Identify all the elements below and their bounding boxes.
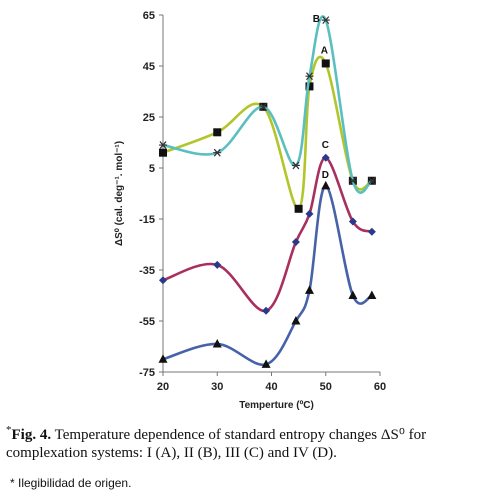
illegibility-note: * Ilegibilidad de origen. (10, 476, 132, 490)
series-label-B: B (313, 14, 320, 25)
data-point (321, 59, 330, 68)
y-tick-label: -75 (139, 367, 155, 379)
data-point (159, 141, 167, 149)
figure-caption: *Fig. 4. Temperature dependence of stand… (6, 424, 492, 462)
data-point (159, 148, 167, 157)
series-line-B (162, 15, 374, 194)
series-A (159, 55, 376, 213)
data-point (321, 180, 331, 190)
data-point (367, 290, 377, 299)
data-point (259, 102, 268, 111)
y-tick-label: -55 (139, 316, 155, 328)
data-point (159, 276, 167, 285)
y-tick-label: 45 (143, 61, 155, 73)
data-point (213, 128, 222, 137)
data-point (304, 285, 314, 294)
series-line-C (162, 156, 373, 313)
y-tick-label: -15 (139, 214, 155, 226)
series-D (158, 180, 377, 368)
data-point (321, 16, 330, 24)
data-point (262, 306, 271, 315)
x-tick-label: 40 (265, 381, 277, 393)
series-label-C: C (322, 140, 329, 151)
x-tick-label: 60 (374, 381, 386, 393)
y-axis-title: ΔS⁰ (cal. deg⁻¹. mol⁻¹) (114, 141, 125, 246)
series-line-D (162, 184, 373, 366)
data-point (367, 176, 376, 185)
data-point (291, 237, 300, 246)
series-line-A (162, 55, 373, 211)
y-tick-label: 25 (143, 112, 155, 124)
data-point (305, 72, 314, 81)
entropy-chart: 20 30 40 50 60 65 45 25 5 -15 -35 -55 -75 Temperture … (114, 10, 386, 411)
data-point (348, 217, 357, 226)
x-tick-label: 20 (157, 381, 169, 393)
series-label-A: A (321, 45, 328, 56)
chart-labels: 20 30 40 50 60 65 45 25 5 -15 -35 -55 -75 Temperture … (114, 10, 386, 411)
data-point (291, 161, 300, 170)
y-tick-label: -35 (139, 265, 155, 277)
y-tick-label: 65 (143, 10, 155, 22)
caption-text: Temperature dependence of standard entro… (6, 427, 427, 461)
data-point (367, 227, 376, 236)
series-label-D: D (322, 170, 329, 181)
caption-star: * (6, 424, 12, 436)
x-tick-label: 50 (320, 381, 332, 393)
data-point (213, 148, 222, 157)
data-point (212, 338, 222, 348)
chart-axes (159, 14, 381, 376)
data-point (261, 359, 271, 368)
data-point (213, 260, 222, 269)
data-point (291, 316, 301, 325)
data-point (321, 153, 330, 162)
data-point (294, 204, 303, 213)
caption-figure-label: Fig. 4. (11, 427, 52, 443)
y-tick-label: 5 (149, 163, 155, 175)
data-point (348, 176, 357, 185)
chart-series (158, 15, 377, 368)
data-point (158, 354, 168, 363)
data-point (305, 82, 314, 91)
data-point (305, 209, 314, 218)
x-axis-title: Temperture (ºC) (239, 400, 314, 411)
series-B (159, 15, 376, 194)
series-C (159, 153, 376, 315)
data-point (348, 290, 358, 299)
x-tick-label: 30 (211, 381, 223, 393)
